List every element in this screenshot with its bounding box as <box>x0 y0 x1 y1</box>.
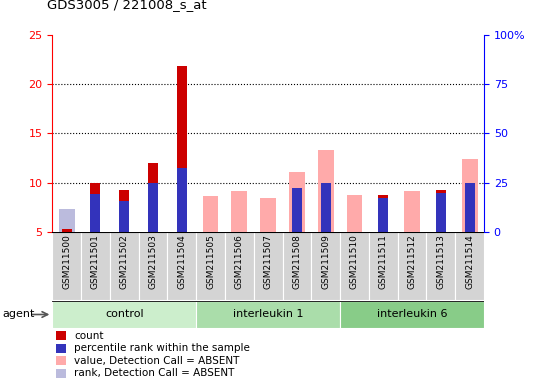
Bar <box>318 150 334 232</box>
Bar <box>225 232 254 300</box>
Bar <box>177 168 187 232</box>
Text: GSM211505: GSM211505 <box>206 234 215 289</box>
Bar <box>177 66 187 232</box>
Bar <box>62 229 72 232</box>
Text: agent: agent <box>3 310 35 319</box>
Bar <box>52 301 196 328</box>
Bar <box>461 159 477 232</box>
Bar <box>167 232 196 300</box>
Bar <box>90 183 101 232</box>
Bar <box>57 331 65 340</box>
Bar <box>90 194 101 232</box>
Bar <box>404 191 420 232</box>
Bar <box>340 301 484 328</box>
Bar <box>59 229 75 232</box>
Bar <box>119 201 129 232</box>
Text: GSM211510: GSM211510 <box>350 234 359 289</box>
Text: GSM211500: GSM211500 <box>62 234 71 289</box>
Text: GSM211504: GSM211504 <box>177 234 186 289</box>
Bar <box>346 195 362 232</box>
Text: GSM211503: GSM211503 <box>148 234 157 289</box>
Text: GSM211508: GSM211508 <box>293 234 301 289</box>
Text: count: count <box>74 331 103 341</box>
Text: GSM211514: GSM211514 <box>465 234 474 289</box>
Bar <box>148 163 158 232</box>
Bar <box>232 191 248 232</box>
Bar <box>292 188 302 232</box>
Bar <box>110 232 139 300</box>
Bar <box>289 172 305 232</box>
Text: GSM211512: GSM211512 <box>408 234 416 289</box>
Bar <box>260 198 276 232</box>
Text: interleukin 6: interleukin 6 <box>377 310 447 319</box>
Bar <box>148 183 158 232</box>
Bar <box>57 369 65 378</box>
Bar <box>52 232 81 300</box>
Bar <box>139 232 167 300</box>
Bar <box>196 232 225 300</box>
Bar <box>455 232 484 300</box>
Text: percentile rank within the sample: percentile rank within the sample <box>74 343 250 353</box>
Text: GSM211509: GSM211509 <box>321 234 330 289</box>
Bar <box>59 209 75 232</box>
Bar <box>283 232 311 300</box>
Text: GSM211513: GSM211513 <box>436 234 446 289</box>
Bar <box>321 183 331 232</box>
Bar <box>311 232 340 300</box>
Bar <box>57 356 65 365</box>
Bar <box>119 190 129 232</box>
Text: control: control <box>105 310 144 319</box>
Bar <box>254 232 283 300</box>
Text: rank, Detection Call = ABSENT: rank, Detection Call = ABSENT <box>74 368 234 378</box>
Text: GSM211511: GSM211511 <box>379 234 388 289</box>
Text: GSM211501: GSM211501 <box>91 234 100 289</box>
Bar <box>398 232 426 300</box>
Bar <box>340 232 369 300</box>
Text: value, Detection Call = ABSENT: value, Detection Call = ABSENT <box>74 356 239 366</box>
Text: GSM211507: GSM211507 <box>263 234 273 289</box>
Bar <box>436 193 446 232</box>
Bar <box>196 301 340 328</box>
Bar <box>378 195 388 232</box>
Bar <box>81 232 110 300</box>
Bar <box>378 198 388 232</box>
Text: GDS3005 / 221008_s_at: GDS3005 / 221008_s_at <box>47 0 206 12</box>
Bar <box>465 183 475 232</box>
Text: interleukin 1: interleukin 1 <box>233 310 304 319</box>
Bar <box>202 196 218 232</box>
Text: GSM211502: GSM211502 <box>120 234 129 289</box>
Bar <box>436 190 446 232</box>
Text: GSM211506: GSM211506 <box>235 234 244 289</box>
Bar <box>57 344 65 353</box>
Bar <box>426 232 455 300</box>
Bar <box>369 232 398 300</box>
